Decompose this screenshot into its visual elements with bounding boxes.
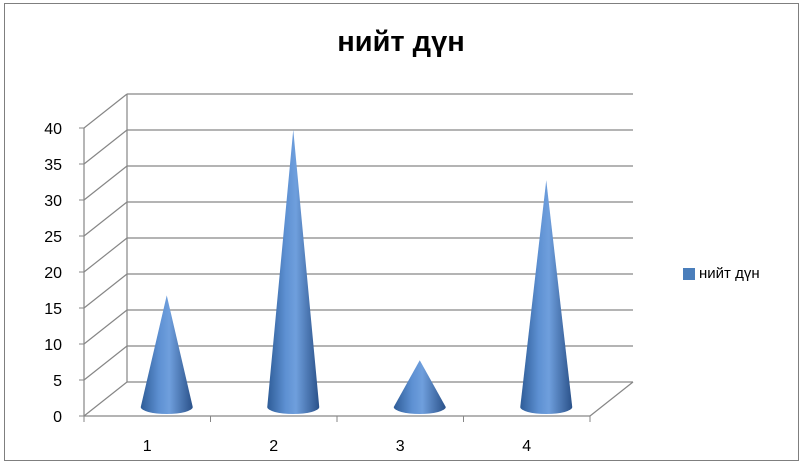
legend-swatch — [683, 267, 695, 280]
y-tick-label: 15 — [44, 301, 62, 318]
chart-title: нийт дүн — [337, 26, 465, 58]
gridline-side — [83, 237, 128, 273]
y-tick-label: 20 — [44, 265, 62, 282]
y-tick-label: 0 — [53, 409, 62, 426]
gridline-side — [83, 309, 128, 345]
y-tick-label: 30 — [44, 193, 62, 210]
gridline-side — [83, 201, 128, 237]
legend-label: нийт дүн — [699, 265, 760, 282]
cone-bar — [520, 180, 573, 415]
y-tick-label: 40 — [44, 121, 62, 138]
x-tick-label: 2 — [269, 438, 278, 455]
cone-bar — [393, 360, 446, 415]
chart-frame — [4, 3, 799, 461]
gridline-side — [83, 165, 128, 201]
y-tick-label: 10 — [44, 337, 62, 354]
gridline-side — [83, 345, 128, 381]
y-tick-label: 25 — [44, 229, 62, 246]
legend: нийт дүн — [683, 265, 760, 282]
x-tick-label: 1 — [143, 438, 152, 455]
cone-bar — [140, 295, 193, 415]
gridline-side — [83, 273, 128, 309]
gridline-side — [83, 93, 128, 129]
y-tick-label: 5 — [53, 373, 62, 390]
x-tick-label: 3 — [396, 438, 405, 455]
y-tick-label: 35 — [44, 157, 62, 174]
floor-edge — [589, 381, 634, 417]
gridline-side — [83, 129, 128, 165]
x-tick-label: 4 — [522, 438, 531, 455]
cone-bar — [267, 129, 320, 415]
gridline-side — [83, 381, 128, 417]
